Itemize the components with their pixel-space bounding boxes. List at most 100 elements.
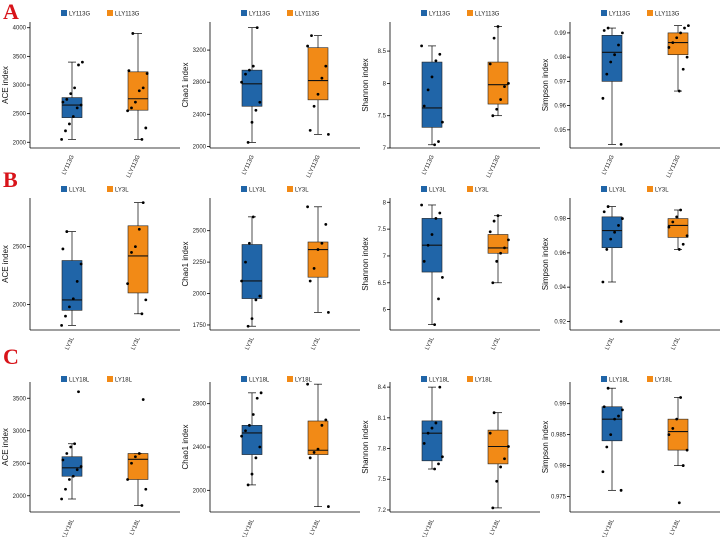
box-2 xyxy=(487,411,510,510)
box-1 xyxy=(420,203,444,327)
data-point xyxy=(316,447,320,451)
data-point xyxy=(246,324,250,328)
data-point xyxy=(437,462,440,466)
data-point xyxy=(685,234,689,238)
data-point xyxy=(619,320,623,323)
data-point xyxy=(144,126,148,130)
data-point xyxy=(130,251,133,254)
data-point xyxy=(316,248,320,251)
panel-c-4: 0.975 0.98 0.985 0.99 Simpson index LLY18L LY1… xyxy=(541,376,720,537)
legend-swatch xyxy=(287,376,293,382)
box-2 xyxy=(126,32,149,141)
data-point xyxy=(64,129,67,133)
data-point xyxy=(69,445,73,449)
y-tick-label: 8 xyxy=(383,81,387,87)
legend-swatch xyxy=(287,10,293,16)
data-point xyxy=(308,456,312,460)
data-point xyxy=(507,238,510,242)
iqr-box xyxy=(667,218,689,238)
iqr-box xyxy=(241,69,263,107)
data-point xyxy=(434,216,438,220)
data-point xyxy=(606,205,610,208)
data-point xyxy=(60,138,63,141)
data-point xyxy=(609,433,613,437)
y-tick-label: 3500 xyxy=(13,396,27,402)
data-point xyxy=(144,298,148,302)
data-point xyxy=(64,487,67,491)
data-point xyxy=(251,64,255,68)
data-point xyxy=(602,29,606,32)
data-point xyxy=(507,445,510,448)
data-point xyxy=(306,44,309,48)
data-point xyxy=(258,100,262,104)
data-point xyxy=(60,323,63,327)
data-point xyxy=(602,405,606,409)
data-point xyxy=(137,89,141,93)
iqr-box xyxy=(127,453,149,480)
y-axis-title: Simpson index xyxy=(541,421,550,473)
data-point xyxy=(621,217,624,220)
data-point xyxy=(75,106,79,110)
data-point xyxy=(327,311,330,314)
plot-grid: 2000 2500 3000 3500 4000 ACE index LY113G LLY11… xyxy=(1,10,720,537)
data-point xyxy=(499,465,502,469)
data-point xyxy=(619,488,623,492)
data-point xyxy=(441,120,444,124)
data-point xyxy=(324,223,328,226)
data-point xyxy=(61,458,65,462)
data-point xyxy=(324,64,328,68)
y-tick-label: 2400 xyxy=(193,445,207,451)
y-tick-label: 7 xyxy=(383,254,387,260)
y-tick-label: 4000 xyxy=(13,26,27,32)
y-tick-label: 0.98 xyxy=(554,55,566,61)
legend-label: LLY3L xyxy=(249,188,267,194)
iqr-box xyxy=(307,47,329,101)
data-point xyxy=(137,227,141,231)
panel-a-2: 2000 2400 2800 3200 Chao1 index LY113G LLY113G… xyxy=(181,10,360,179)
data-point xyxy=(130,106,133,110)
y-tick-label: 2250 xyxy=(193,260,207,266)
data-point xyxy=(602,210,606,214)
y-tick-label: 0.97 xyxy=(554,79,566,85)
data-point xyxy=(420,44,423,48)
y-tick-label: 0.96 xyxy=(554,104,566,110)
legend: LY113G LLY113G xyxy=(601,10,680,18)
data-point xyxy=(438,385,442,389)
data-point xyxy=(79,465,83,468)
x-category-label: LLY113G xyxy=(486,154,502,179)
y-axis-title: Simpson index xyxy=(541,59,550,111)
iqr-box xyxy=(241,244,263,299)
data-point xyxy=(667,225,671,229)
data-point xyxy=(667,433,671,437)
legend-label: LLY18L xyxy=(69,378,90,384)
data-point xyxy=(75,279,79,283)
legend-label: LLY113G xyxy=(115,12,140,18)
box-1 xyxy=(421,385,444,471)
box-1 xyxy=(60,60,84,141)
data-point xyxy=(141,201,145,205)
data-point xyxy=(65,97,69,101)
data-point xyxy=(488,62,492,66)
legend-swatch xyxy=(421,186,427,192)
x-category-label: LY3L xyxy=(425,336,436,351)
data-point xyxy=(71,115,75,118)
data-point xyxy=(495,479,499,483)
panel-letter-a: A xyxy=(3,0,19,24)
data-point xyxy=(254,108,258,112)
y-tick-label: 2000 xyxy=(13,494,27,500)
y-tick-label: 7 xyxy=(383,146,387,152)
data-point xyxy=(126,109,129,113)
box-2 xyxy=(306,382,330,508)
data-point xyxy=(681,242,685,246)
iqr-box xyxy=(667,418,689,451)
legend: LLY18L LY18L xyxy=(421,376,493,384)
iqr-box xyxy=(61,456,83,477)
legend-label: LY3L xyxy=(295,188,309,194)
box-1 xyxy=(240,26,263,144)
y-tick-label: 6.5 xyxy=(378,281,387,287)
legend-label: LY113G xyxy=(609,12,630,18)
y-tick-label: 2000 xyxy=(193,292,207,298)
